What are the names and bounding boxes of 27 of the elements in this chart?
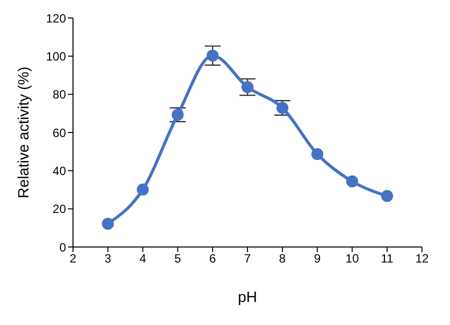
y-tick-label: 80 [52, 88, 66, 102]
y-tick-label: 120 [46, 11, 66, 26]
x-axis-title: pH [238, 289, 258, 306]
point [346, 175, 358, 188]
point [206, 50, 219, 62]
x-tick-label: 2 [70, 252, 77, 266]
x-tick-label: 9 [314, 252, 321, 266]
x-tick-label: 8 [279, 252, 286, 266]
x-tick-label: 4 [139, 252, 146, 266]
y-tick-label: 100 [46, 49, 66, 64]
y-tick-label: 20 [52, 202, 66, 216]
x-tick-label: 6 [209, 252, 216, 266]
point [102, 218, 114, 230]
x-tick-label: 11 [380, 252, 394, 266]
y-tick-label: 40 [52, 164, 66, 178]
x-tick-label: 7 [244, 252, 252, 266]
y-axis-title: Relative activity (%) [15, 66, 32, 198]
x-tick-label: 3 [104, 252, 112, 266]
x-tick-label: 5 [174, 252, 182, 266]
x-tick-label: 12 [415, 252, 429, 266]
point [311, 148, 324, 160]
x-tick-label: 10 [346, 252, 360, 266]
point [242, 81, 254, 94]
point [136, 184, 149, 196]
y-tick-label: 0 [59, 240, 66, 254]
point [381, 190, 394, 202]
y-tick-label: 60 [52, 126, 66, 140]
